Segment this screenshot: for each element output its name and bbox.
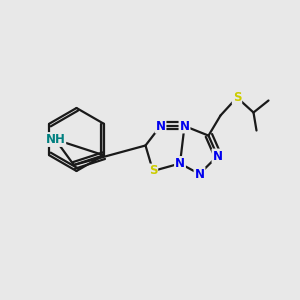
Text: N: N xyxy=(155,119,166,133)
Text: N: N xyxy=(212,149,223,163)
Text: N: N xyxy=(194,167,205,181)
Text: S: S xyxy=(233,91,241,104)
Text: S: S xyxy=(149,164,157,178)
Text: N: N xyxy=(179,119,190,133)
Text: N: N xyxy=(175,157,185,170)
Text: NH: NH xyxy=(45,133,65,146)
